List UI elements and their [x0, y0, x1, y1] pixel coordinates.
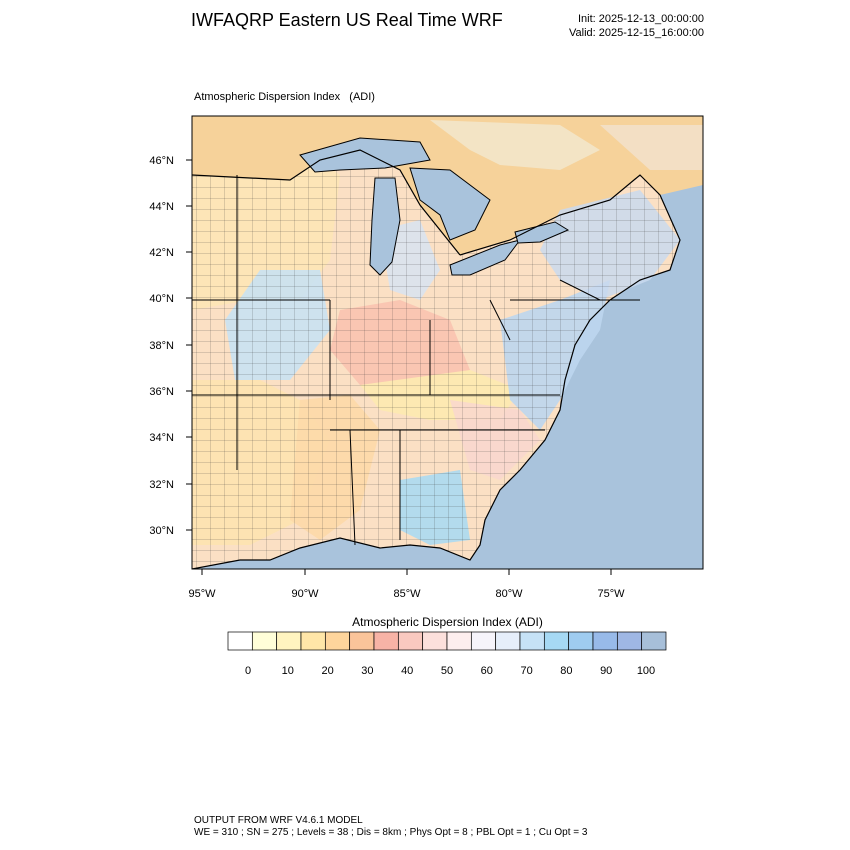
lon-label: 80°W — [495, 588, 523, 600]
colorbar-bin — [422, 631, 448, 651]
lake-ontario — [514, 221, 570, 244]
colorbar-bin — [495, 631, 521, 651]
latitude-axis: 46°N 44°N 42°N 40°N 38°N 36°N 34°N 32°N 30°N — [149, 155, 192, 537]
colorbar-bin — [397, 631, 424, 651]
colorbar-tick-label: 90 — [600, 665, 612, 677]
canada-border — [192, 149, 461, 256]
footer-config-line: WE = 310 ; SN = 275 ; Levels = 38 ; Dis … — [194, 827, 588, 838]
colorbar-title: Atmospheric Dispersion Index (ADI) — [352, 615, 543, 629]
colorbar — [227, 631, 667, 651]
lake-michigan — [369, 177, 401, 276]
lon-label: 95°W — [188, 588, 216, 600]
lake-superior — [299, 137, 431, 173]
colorbar-bin — [276, 631, 302, 651]
colorbar-tick-label: 50 — [441, 665, 453, 677]
lat-label: 38°N — [149, 340, 174, 352]
lat-label: 32°N — [149, 479, 174, 491]
lon-label: 75°W — [597, 588, 625, 600]
lake-erie — [449, 239, 522, 276]
colorbar-bin — [641, 631, 667, 651]
colorbar-tick-label: 60 — [481, 665, 493, 677]
chart-title: IWFAQRP Eastern US Real Time WRF — [191, 10, 503, 30]
colorbar-tick-labels: 0 10 20 30 40 50 60 70 80 90 100 — [245, 665, 655, 677]
coastline — [192, 174, 681, 569]
lon-label: 85°W — [393, 588, 421, 600]
colorbar-bin — [470, 631, 497, 651]
footer-model-line: OUTPUT FROM WRF V4.6.1 MODEL — [194, 815, 363, 826]
lat-label: 46°N — [149, 155, 174, 167]
colorbar-bin — [616, 631, 643, 651]
colorbar-bin — [519, 631, 545, 651]
county-boundaries — [192, 150, 680, 569]
colorbar-bin — [349, 631, 375, 651]
colorbar-bin — [324, 631, 351, 651]
valid-time: Valid: 2025-12-15_16:00:00 — [569, 27, 704, 39]
lake-huron — [409, 167, 491, 241]
colorbar-bin — [251, 631, 278, 651]
colorbar-tick-label: 20 — [321, 665, 333, 677]
colorbar-bin — [543, 631, 570, 651]
lat-label: 34°N — [149, 432, 174, 444]
lat-label: 40°N — [149, 293, 174, 305]
colorbar-bin — [446, 631, 472, 651]
colorbar-tick-label: 40 — [401, 665, 413, 677]
colorbar-tick-label: 70 — [520, 665, 532, 677]
lat-label: 36°N — [149, 386, 174, 398]
longitude-axis: 95°W 90°W 85°W 80°W 75°W — [188, 569, 625, 600]
lat-label: 30°N — [149, 525, 174, 537]
colorbar-bin — [568, 631, 594, 651]
lat-label: 42°N — [149, 247, 174, 259]
colorbar-tick-label: 0 — [245, 665, 251, 677]
map-panel — [192, 116, 703, 569]
colorbar-tick-label: 100 — [637, 665, 655, 677]
colorbar-tick-label: 30 — [361, 665, 373, 677]
colorbar-bin — [373, 631, 399, 651]
state-borders — [192, 175, 640, 546]
colorbar-bin — [227, 631, 253, 651]
colorbar-bin — [592, 631, 618, 651]
map-frame — [191, 115, 704, 570]
colorbar-tick-label: 10 — [282, 665, 294, 677]
map-field-label: Atmospheric Dispersion Index (ADI) — [194, 91, 375, 103]
colorbar-tick-label: 80 — [560, 665, 572, 677]
lon-label: 90°W — [291, 588, 319, 600]
lat-label: 44°N — [149, 201, 174, 213]
init-time: Init: 2025-12-13_00:00:00 — [578, 13, 704, 25]
colorbar-bin — [300, 631, 326, 651]
